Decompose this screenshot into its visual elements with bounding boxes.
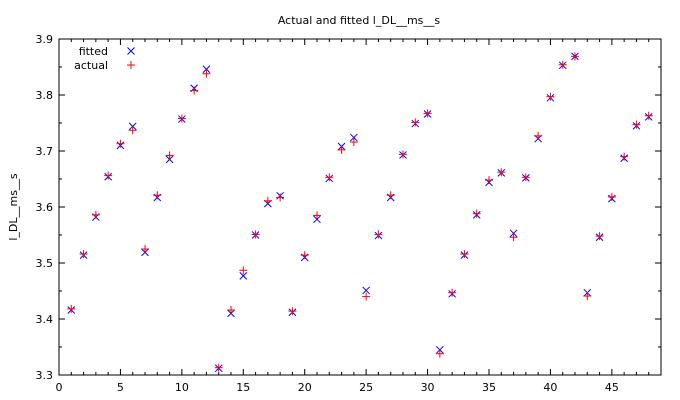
y-tick-label: 3.9: [36, 33, 54, 46]
y-axis-title: l_DL__ms__s: [7, 173, 20, 241]
actual-point: [153, 191, 162, 200]
actual-point: [202, 69, 211, 78]
x-tick-label: 25: [359, 381, 373, 394]
actual-point: [288, 307, 297, 316]
actual-point: [620, 152, 629, 161]
actual-point: [325, 173, 334, 182]
legend-markers: [127, 47, 135, 69]
fitted-point-stroke: [350, 133, 358, 142]
actual-point: [337, 145, 346, 154]
actual-point: [583, 292, 592, 301]
y-tick-label: 3.8: [36, 89, 54, 102]
actual-point: [386, 191, 395, 200]
actual-point: [116, 139, 125, 148]
y-tick-label: 3.5: [36, 257, 54, 270]
y-tick-label: 3.7: [36, 145, 54, 158]
fitted-point: [350, 133, 358, 142]
actual-point: [141, 245, 149, 253]
legend-marker-fitted-stroke: [127, 47, 135, 55]
legend-marker-actual: [127, 61, 135, 69]
tick-labels: 0 5 10 15 20 25 30 35 40 45 3.3 3.4 3.5 3.6 3.7 3.8 3.9: [36, 33, 619, 394]
plot-frame: [58, 38, 662, 376]
actual-point: [263, 196, 272, 205]
actual-point: [509, 233, 518, 242]
actual-point: [485, 176, 493, 185]
actual-point: [595, 232, 604, 241]
actual-point: [571, 52, 579, 61]
actual-point: [227, 306, 235, 315]
actual-point: [497, 168, 506, 177]
actual-point: [313, 211, 321, 220]
actual-point: [374, 230, 383, 239]
legend: fitted actual: [74, 45, 135, 72]
actual-point: [546, 92, 555, 101]
actual-point: [411, 118, 420, 127]
actual-point: [558, 60, 567, 69]
actual-point: [460, 250, 469, 259]
actual-point: [607, 192, 616, 201]
fitted-point: [239, 272, 248, 280]
actual-point: [534, 131, 543, 140]
x-tick-label: 15: [236, 381, 250, 394]
actual-point: [349, 138, 358, 147]
x-tick-label: 35: [482, 381, 496, 394]
x-tick-label: 20: [298, 381, 312, 394]
y-tick-label: 3.3: [36, 369, 54, 382]
y-tick-label: 3.6: [36, 201, 54, 214]
fitted-point-stroke: [239, 272, 248, 280]
y-tick-label: 3.4: [36, 313, 54, 326]
x-tick-label: 5: [117, 381, 124, 394]
fitted-point: [202, 65, 211, 74]
actual-point: [67, 304, 76, 313]
actual-point: [104, 171, 113, 180]
actual-point: [128, 126, 137, 135]
fitted-point-stroke: [202, 65, 211, 74]
x-tick-label: 40: [543, 381, 557, 394]
fitted-point-stroke: [362, 286, 370, 295]
x-tick-label: 0: [56, 381, 63, 394]
actual-point: [239, 266, 248, 275]
actual-point: [362, 292, 371, 301]
chart-title: Actual and fitted l_DL__ms__s: [278, 14, 441, 27]
legend-marker-fitted: [127, 47, 135, 55]
legend-label-actual: actual: [74, 59, 108, 72]
actual-point: [399, 150, 407, 159]
actual-point: [79, 250, 88, 259]
x-tick-label: 10: [175, 381, 189, 394]
fitted-point: [362, 286, 370, 295]
actual-point: [251, 230, 260, 239]
actual-point: [644, 111, 653, 120]
actual-point: [435, 349, 444, 358]
actual-point: [214, 363, 223, 372]
actual-point: [521, 173, 530, 182]
actual-point: [165, 151, 174, 160]
actual-point: [177, 114, 186, 123]
actual-point: [190, 86, 199, 95]
actual-point: [91, 210, 100, 219]
actual-point: [632, 120, 641, 129]
actual-point: [448, 288, 457, 297]
tick-marks: [58, 38, 662, 376]
actual-point: [472, 209, 481, 218]
x-tick-label: 45: [605, 381, 619, 394]
data-markers: [67, 52, 653, 373]
x-tick-label: 30: [421, 381, 435, 394]
actual-point: [276, 193, 285, 202]
actual-point: [423, 109, 432, 118]
actual-point: [300, 251, 309, 260]
legend-label-fitted: fitted: [79, 45, 108, 58]
